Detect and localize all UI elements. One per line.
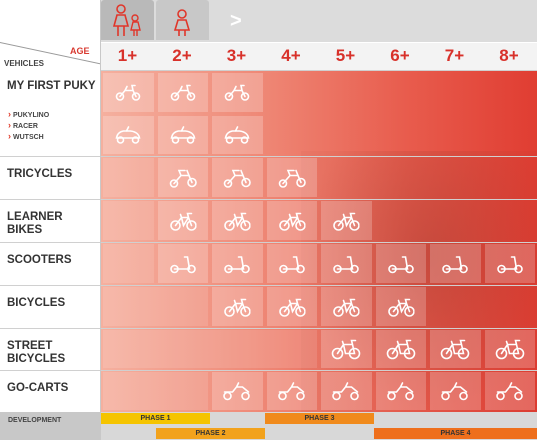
row-label-5: BICYCLES [7,297,66,309]
row-separator [0,285,537,286]
car-icon[interactable] [212,115,263,154]
row-separator [0,328,537,329]
cart-icon[interactable] [375,372,426,410]
empty-range [103,158,154,197]
rider-icon[interactable] [212,73,263,112]
row-label-1: MY FIRST PUKY [7,80,96,92]
row-label-4: SCOOTERS [7,254,72,266]
scooter-icon[interactable] [157,244,208,283]
age-label-1: 1+ [117,46,138,65]
street-icon[interactable] [321,330,372,368]
rider-icon[interactable] [157,73,208,112]
car-icon[interactable] [157,115,208,154]
vehicles-label: VEHICLES [4,59,45,68]
scooter-icon[interactable] [266,244,317,283]
child-icon [173,9,191,36]
bike-icon[interactable] [266,287,317,326]
column-divider [100,0,101,440]
row-label-2: TRICYCLES [7,168,73,180]
row-separator [0,156,537,157]
cart-icon[interactable] [212,372,263,410]
age-header-bar [101,43,537,71]
next-arrow[interactable]: > [230,10,242,32]
scooter-icon[interactable] [375,244,426,283]
bike-icon[interactable] [375,287,426,326]
development-label: DEVELOPMENT [8,417,62,424]
age-label-3: 3+ [226,46,247,65]
tricycle-icon[interactable] [157,158,208,197]
age-label-8: 8+ [499,46,519,65]
phase-2-bar: PHASE 2 [156,428,265,439]
scooter-icon[interactable] [430,244,481,283]
empty-range [103,287,208,326]
cart-icon[interactable] [484,372,535,410]
sub-label-2: RACER [8,120,38,130]
age-label-6: 6+ [390,46,410,65]
street-icon[interactable] [430,330,481,368]
age-label-4: 4+ [281,46,301,65]
bike-icon[interactable] [321,201,372,240]
age-label-2: 2+ [172,46,192,65]
cart-icon[interactable] [266,372,317,410]
row-label-3: LEARNER BIKES [7,211,63,236]
chart-grid [101,71,537,412]
bike-icon[interactable] [321,287,372,326]
row-separator [0,370,537,371]
row-label-7: GO-CARTS [7,382,69,394]
bike-icon[interactable] [266,201,317,240]
row-separator [0,199,537,200]
background-photo-shade [301,151,537,412]
adult-child-icon [112,4,141,36]
sub-label-1: PUKYLINO [8,109,49,119]
car-icon[interactable] [103,115,154,154]
empty-range [103,372,208,410]
scooter-icon[interactable] [321,244,372,283]
street-icon[interactable] [375,330,426,368]
sub-label-3: WUTSCH [8,131,44,141]
tricycle-icon[interactable] [212,158,263,197]
scooter-icon[interactable] [212,244,263,283]
phase-1-bar: PHASE 1 [101,413,210,424]
bike-icon[interactable] [157,201,208,240]
bike-icon[interactable] [212,201,263,240]
tricycle-icon[interactable] [266,158,317,197]
age-label-5: 5+ [335,46,356,65]
age-label-7: 7+ [444,46,465,65]
child-tab[interactable] [156,0,209,40]
scooter-icon[interactable] [484,244,535,283]
cart-icon[interactable] [430,372,481,410]
age-label: AGE [70,46,90,56]
bike-icon[interactable] [212,287,263,326]
phase-4-bar: PHASE 4 [374,428,537,439]
empty-range [103,330,317,368]
empty-range [103,201,154,240]
rider-icon[interactable] [103,73,154,112]
empty-range [103,244,154,283]
adult-child-tab[interactable] [101,0,154,40]
development-bar [0,412,100,440]
street-icon[interactable] [484,330,535,368]
row-separator [0,242,537,243]
phase-3-bar: PHASE 3 [265,413,374,424]
row-label-6: STREET BICYCLES [7,340,66,365]
cart-icon[interactable] [321,372,372,410]
